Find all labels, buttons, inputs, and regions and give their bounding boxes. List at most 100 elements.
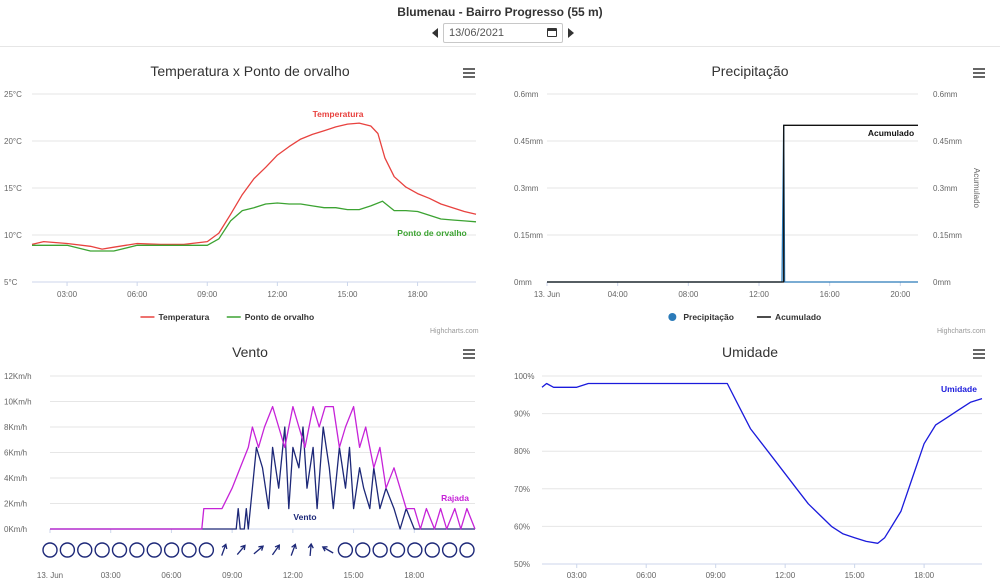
- precipitation-chart: 0mm 0mm 0.15mm 0.15mm 0.3mm 0.3mm 0.45mm 0.45mm…: [514, 90, 981, 322]
- x-tick-label: 03:00: [57, 290, 78, 299]
- x-tick-label: 15:00: [344, 571, 365, 580]
- series-annotation: Ponto de orvalho: [397, 228, 466, 238]
- calm-wind-marker: [407, 542, 423, 558]
- y-tick-label: 8Km/h: [4, 423, 27, 432]
- y2-tick-label: 0.45mm: [933, 137, 962, 146]
- calm-wind-marker: [389, 542, 406, 558]
- calm-wind-marker: [198, 542, 215, 558]
- date-input[interactable]: 13/06/2021: [443, 23, 563, 43]
- calm-wind-marker: [129, 542, 145, 558]
- wind-direction-arrow: [321, 546, 334, 554]
- calm-wind-marker: [355, 542, 371, 558]
- menu-icon[interactable]: [463, 349, 475, 359]
- y-tick-label: 50%: [514, 560, 530, 569]
- x-tick-label: 06:00: [161, 571, 182, 580]
- x-tick-label: 12:00: [749, 290, 770, 299]
- previous-day-icon[interactable]: [432, 28, 438, 38]
- chart-title: Vento: [232, 344, 268, 360]
- x-tick-label: 12:00: [283, 571, 304, 580]
- calm-wind-marker: [372, 542, 388, 558]
- y-tick-label: 0.3mm: [514, 184, 539, 193]
- series-line-acumulado: [547, 124, 918, 283]
- x-tick-label: 03:00: [101, 571, 122, 580]
- y-tick-label: 80%: [514, 447, 530, 456]
- calm-wind-marker: [42, 542, 58, 558]
- x-tick-label: 06:00: [127, 290, 148, 299]
- y-tick-label: 4Km/h: [4, 474, 27, 483]
- calendar-icon[interactable]: [547, 28, 557, 37]
- wind-direction-arrow: [307, 542, 314, 557]
- chart-title: Umidade: [721, 344, 779, 360]
- menu-icon[interactable]: [973, 68, 985, 78]
- y-tick-label: 10Km/h: [4, 398, 32, 407]
- legend-label: Acumulado: [775, 312, 821, 322]
- y-tick-label: 0Km/h: [4, 525, 27, 534]
- y-tick-label: 10°C: [4, 231, 22, 240]
- calm-wind-marker: [111, 542, 128, 558]
- legend-label: Precipitação: [683, 312, 734, 322]
- series-line-temperatura: [31, 122, 477, 250]
- humidity-chart: 50% 60% 70% 80% 90% 100% 03:00 06:00 09:00 12:00 1…: [514, 372, 983, 580]
- series-line-vento: [50, 426, 475, 530]
- y-tick-label: 15°C: [4, 184, 22, 193]
- calm-wind-marker: [59, 542, 76, 558]
- y-tick-label: 20°C: [4, 137, 22, 146]
- x-tick-label: 08:00: [678, 290, 699, 299]
- arrow-shape: [290, 543, 297, 556]
- chart-title: Precipitação: [711, 63, 789, 79]
- series-annotation: Acumulado: [868, 128, 914, 138]
- y2-tick-label: 0.3mm: [933, 184, 958, 193]
- chart-title: Temperatura x Ponto de orvalho: [150, 63, 350, 79]
- y2-tick-label: 0mm: [933, 278, 951, 287]
- series-annotation: Vento: [293, 512, 316, 522]
- series-line-rajada: [50, 405, 476, 530]
- credits-label: Highcharts.com: [937, 328, 986, 335]
- x-tick-label: 13. Jun: [534, 290, 560, 299]
- series-line-ponto-de-orvalho: [32, 200, 477, 252]
- x-tick-label: 15:00: [337, 290, 358, 299]
- wind-direction-arrow: [221, 543, 228, 556]
- x-tick-label: 06:00: [636, 571, 657, 580]
- wind-direction-arrow: [290, 543, 297, 556]
- y-tick-label: 0.45mm: [514, 137, 543, 146]
- y-tick-label: 0.6mm: [514, 90, 539, 99]
- calm-wind-marker: [424, 542, 440, 558]
- y-tick-label: 70%: [514, 485, 530, 494]
- calm-wind-marker: [337, 542, 354, 558]
- legend-label: Temperatura: [158, 312, 209, 322]
- panel-humidity: Umidade 50% 60% 70% 80% 90% 100% 03:00 06:00 09:…: [500, 341, 1000, 581]
- x-tick-label: 04:00: [608, 290, 629, 299]
- calm-wind-marker: [163, 542, 180, 558]
- x-tick-label: 03:00: [567, 571, 588, 580]
- legend-marker: [668, 313, 677, 321]
- series-line-precipitação: [547, 124, 918, 283]
- next-day-icon[interactable]: [568, 28, 574, 38]
- x-tick-label: 18:00: [914, 571, 935, 580]
- series-annotation: Rajada: [441, 493, 469, 503]
- y2-tick-label: 0.15mm: [933, 231, 962, 240]
- y-tick-label: 2Km/h: [4, 500, 27, 509]
- calm-wind-marker: [146, 542, 162, 558]
- arrow-shape: [307, 542, 314, 557]
- wind-direction-arrow: [236, 544, 246, 556]
- panel-wind: Vento 0Km/h 2Km/h 4Km/h 6Km/h 8Km/h 10Km/h 12K…: [0, 341, 500, 581]
- panel-precipitation: Precipitação 0mm 0mm 0.15mm 0.15mm 0.3mm 0.3m…: [500, 47, 1000, 341]
- y-tick-label: 12Km/h: [4, 372, 32, 381]
- y-tick-label: 0mm: [514, 278, 532, 287]
- panel-temperature: Temperatura x Ponto de orvalho 5°C 10°C 15…: [0, 47, 500, 341]
- x-tick-label: 18:00: [404, 571, 425, 580]
- series-annotation: Temperatura: [313, 109, 364, 119]
- calm-wind-marker: [77, 542, 93, 558]
- credits-label: Highcharts.com: [430, 328, 479, 335]
- station-title: Blumenau - Bairro Progresso (55 m): [397, 5, 603, 19]
- legend-label: Ponto de orvalho: [245, 312, 314, 322]
- x-tick-label: 13. Jun: [37, 571, 63, 580]
- x-tick-label: 09:00: [706, 571, 727, 580]
- y-tick-label: 25°C: [4, 90, 22, 99]
- y-tick-label: 90%: [514, 410, 530, 419]
- menu-icon[interactable]: [463, 68, 475, 78]
- menu-icon[interactable]: [973, 349, 985, 359]
- x-tick-label: 09:00: [197, 290, 218, 299]
- wind-direction-arrow: [271, 544, 281, 556]
- y-tick-label: 60%: [514, 522, 530, 531]
